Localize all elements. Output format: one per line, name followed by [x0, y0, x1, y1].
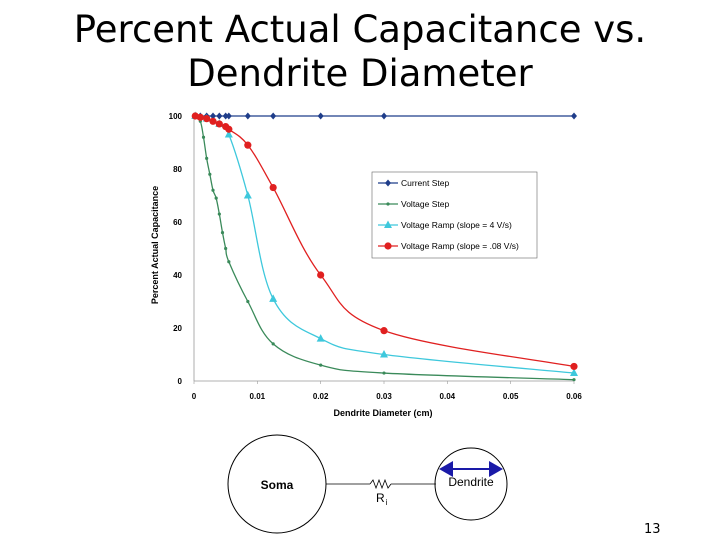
x-tick-label: 0.03 — [376, 392, 392, 401]
y-tick-label: 60 — [173, 218, 182, 227]
data-point-circle — [215, 120, 223, 128]
data-point-circle — [209, 117, 217, 125]
data-point-dot — [246, 299, 250, 304]
data-point-dot — [319, 363, 323, 367]
data-point-diamond — [385, 179, 391, 187]
soma-label: Soma — [261, 478, 294, 492]
data-point-diamond — [571, 112, 577, 120]
data-point-triangle — [570, 368, 578, 377]
data-point-dot — [208, 172, 212, 176]
data-point-diamond — [381, 112, 387, 120]
data-point-circle — [384, 242, 392, 250]
data-point-circle — [317, 271, 325, 279]
y-tick-label: 20 — [173, 324, 182, 333]
data-point-triangle — [316, 334, 325, 342]
legend-entry-label: Voltage Ramp (slope = 4 V/s) — [401, 220, 512, 230]
x-tick-label: 0.05 — [503, 392, 519, 401]
data-point-triangle — [384, 220, 392, 228]
data-point-dot — [201, 135, 206, 139]
legend-box — [371, 171, 538, 259]
data-point-diamond — [270, 112, 277, 120]
x-tick-label: 0.01 — [250, 392, 266, 401]
legend-entry-label: Voltage Ramp (slope = .08 V/s) — [401, 241, 519, 251]
legend-entry-label: Current Step — [401, 178, 449, 188]
y-tick-label: 100 — [169, 112, 183, 121]
data-point-triangle — [380, 350, 388, 358]
data-point-circle — [203, 115, 211, 123]
data-point-triangle — [243, 191, 252, 199]
y-tick-label: 0 — [178, 377, 183, 386]
x-axis-label: Dendrite Diameter (cm) — [333, 408, 432, 418]
data-point-circle — [380, 327, 388, 335]
y-tick-label: 80 — [173, 165, 182, 174]
data-point-dot — [217, 212, 221, 216]
slide-title: Percent Actual Capacitance vs. Dendrite … — [0, 8, 720, 96]
data-point-dot — [386, 202, 390, 206]
data-point-dot — [224, 246, 228, 251]
x-tick-label: 0 — [192, 392, 197, 401]
data-point-dot — [220, 231, 225, 235]
y-tick-label: 40 — [173, 271, 182, 280]
data-point-diamond — [210, 112, 216, 120]
data-point-circle — [225, 125, 233, 133]
data-point-diamond — [216, 112, 223, 120]
data-point-circle — [570, 362, 578, 371]
series-voltage-ramp-slope-08-v-s- — [191, 112, 578, 371]
data-point-circle — [269, 183, 277, 192]
data-point-diamond — [244, 112, 251, 120]
x-tick-label: 0.04 — [440, 392, 456, 401]
data-point-diamond — [225, 112, 232, 120]
page-number: 13 — [644, 522, 661, 537]
data-point-dot — [227, 260, 231, 264]
data-point-diamond — [317, 112, 324, 120]
data-point-dot — [572, 378, 576, 382]
resistor-symbol — [369, 478, 392, 490]
data-point-diamond — [222, 112, 229, 120]
legend-entry-label: Voltage Step — [401, 199, 449, 209]
data-point-dot — [214, 196, 218, 200]
neuron-diagram: Soma Ri Dendrite — [227, 434, 508, 534]
dendrite-circle — [434, 447, 508, 521]
resistor-label: Ri — [376, 491, 388, 507]
data-point-dot — [271, 342, 275, 346]
data-point-dot — [211, 188, 215, 192]
data-point-dot — [205, 156, 209, 160]
data-point-triangle — [269, 294, 278, 302]
data-point-circle — [244, 141, 252, 149]
title-line-2: Dendrite Diameter — [187, 52, 533, 95]
dendrite-label: Dendrite — [448, 475, 494, 489]
data-point-triangle — [224, 130, 233, 138]
data-point-circle — [196, 113, 204, 121]
data-point-dot — [382, 371, 386, 375]
legend: Current Step Voltage Step Voltage Ramp (sl… — [371, 171, 538, 259]
x-tick-label: 0.06 — [566, 392, 582, 401]
x-tick-label: 0.02 — [313, 392, 329, 401]
y-axis-label: Percent Actual Capacitance — [150, 186, 160, 304]
title-line-1: Percent Actual Capacitance vs. — [73, 8, 647, 51]
